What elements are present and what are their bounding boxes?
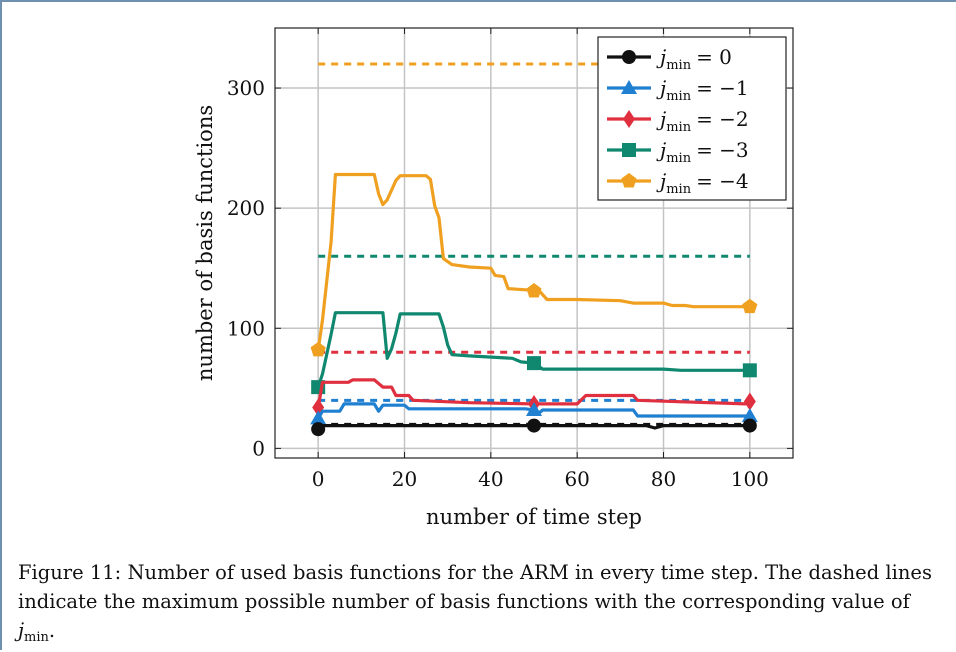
series-line (316, 402, 750, 420)
legend-marker (621, 173, 637, 188)
legend-sub: min (666, 182, 691, 197)
x-tick-label: 100 (731, 467, 769, 491)
legend-rel: = −3 (696, 138, 749, 162)
line-chart: 0 20 40 60 80 100 0 100 200 300 number of time ste… (193, 27, 794, 529)
legend-marker (621, 80, 637, 94)
y-axis-title: number of basis functions (193, 105, 217, 381)
legend-label: jmin = −1 (656, 76, 749, 104)
legend-var: j (656, 138, 666, 162)
series-line (316, 311, 750, 388)
legend-marker (623, 110, 635, 128)
data-point-marker (526, 401, 542, 416)
series-line (316, 378, 751, 408)
caption-variable: j (18, 619, 25, 642)
legend-var: j (656, 107, 666, 131)
series-line (316, 172, 750, 351)
x-tick-label: 80 (651, 467, 676, 491)
y-tick-label: 300 (227, 76, 265, 100)
caption-suffix: . (48, 619, 56, 642)
legend-var: j (656, 169, 666, 193)
y-tick-label: 200 (227, 196, 265, 220)
data-point-marker (742, 298, 758, 314)
x-axis-title: number of time step (426, 505, 642, 529)
data-point-marker (742, 418, 757, 433)
legend-marker (622, 50, 636, 64)
legend-label: jmin = 0 (656, 45, 732, 73)
x-tick-label: 0 (312, 467, 325, 491)
data-point-marker (742, 363, 757, 378)
data-point-marker (311, 422, 326, 437)
plot-frame (274, 27, 794, 459)
legend-label: jmin = −3 (656, 138, 749, 166)
legend-sub: min (666, 120, 691, 135)
data-point-marker (741, 407, 758, 422)
legend-sub: min (666, 89, 691, 104)
data-point-marker (310, 341, 326, 357)
data-point-marker (526, 283, 542, 298)
legend-rel: = −1 (696, 76, 749, 100)
x-tick-label: 40 (478, 467, 503, 491)
data-point-marker (527, 356, 541, 371)
figure-caption: Figure 11: Number of used basis function… (18, 558, 946, 652)
legend-rel: = −2 (696, 107, 749, 131)
data-point-marker (527, 418, 541, 433)
x-tick-label: 60 (564, 467, 589, 491)
legend-label: jmin = −4 (656, 169, 749, 197)
y-tick-label: 100 (227, 316, 265, 340)
legend-sub: min (666, 58, 691, 73)
caption-subscript: min (24, 630, 49, 645)
data-point-marker (743, 392, 756, 411)
legend-rel: = 0 (696, 45, 732, 69)
legend-var: j (656, 45, 666, 69)
x-tick-label: 20 (392, 467, 417, 491)
legend-rel: = −4 (696, 169, 749, 193)
legend-var: j (656, 76, 666, 100)
legend-label: jmin = −2 (656, 107, 749, 135)
legend-sub: min (666, 151, 691, 166)
y-tick-label: 0 (252, 436, 265, 460)
caption-text: Figure 11: Number of used basis function… (18, 561, 932, 613)
data-point-marker (310, 410, 327, 425)
legend-marker (622, 143, 636, 157)
